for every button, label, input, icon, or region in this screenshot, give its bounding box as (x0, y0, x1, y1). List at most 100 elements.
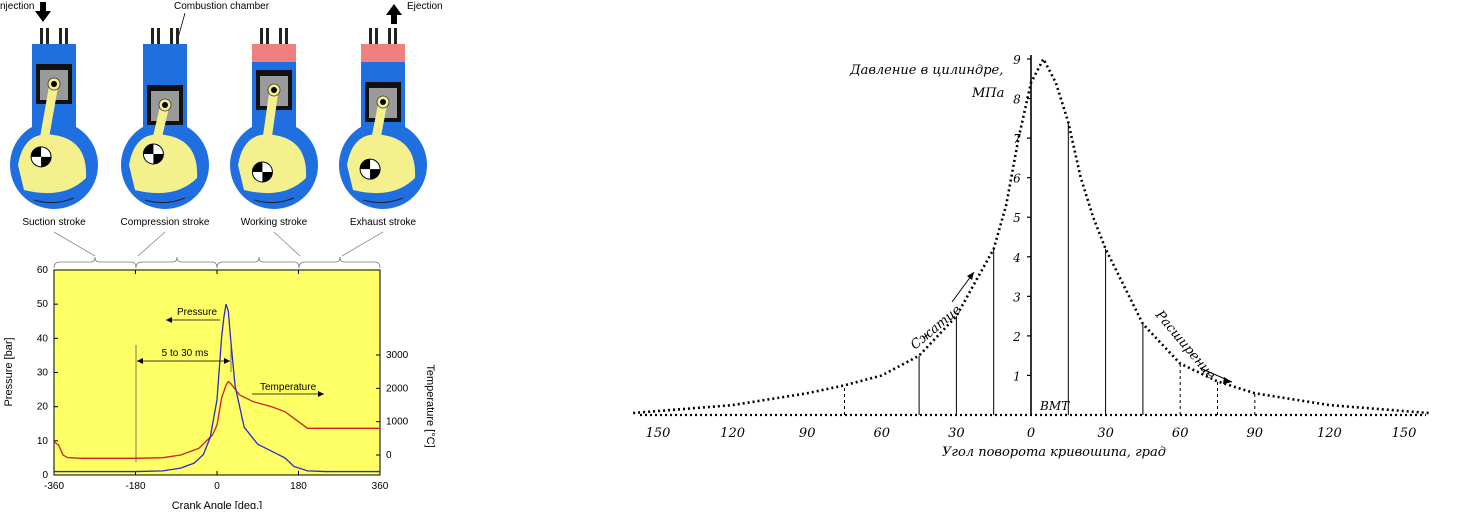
x-tick-label: 150 (646, 426, 671, 441)
y-tick-label: 3 (1013, 290, 1021, 304)
intake-valve (40, 28, 43, 44)
y-tick-label: 7 (1013, 132, 1021, 146)
ejection-label: Ejection (407, 1, 443, 12)
x-tick-label: 120 (720, 426, 745, 441)
rotation-arrow (144, 197, 186, 204)
exhaust-valve-2 (285, 28, 288, 44)
stroke-label-compression: Compression stroke (121, 217, 210, 228)
engine-cycle-figure: njection Combustion chamber Ejection Suc… (0, 0, 470, 512)
x-tick-label: 0 (214, 481, 220, 492)
intake-valve (369, 28, 372, 44)
tdc-label: ВМТ (1039, 399, 1070, 413)
x-tick-label: 60 (1172, 426, 1189, 441)
combustion-chamber-pointer (177, 12, 186, 39)
y2-axis-label: Temperature [°C] (424, 364, 436, 447)
y-tick-label: 1 (1013, 369, 1021, 383)
stroke-label-exhaust: Exhaust stroke (350, 217, 417, 228)
crank-web (347, 134, 416, 194)
y-axis-label-line2: МПа (971, 86, 1004, 101)
wrist-pin-center (51, 81, 57, 87)
duration-arrow-right-head (224, 358, 230, 364)
temperature-line (53, 380, 380, 459)
combustion-chamber (143, 44, 187, 62)
duration-arrow-left-head (137, 358, 143, 364)
x-tick-label: 60 (874, 426, 891, 441)
exhaust-valve (388, 28, 391, 44)
combustion-chamber (32, 44, 76, 62)
crank-pin-marker (360, 159, 381, 180)
rotation-arrow (362, 197, 404, 204)
engine-suction (10, 28, 98, 209)
x-tick-label: 30 (948, 426, 965, 441)
injection-arrow-icon (35, 2, 51, 22)
cylinder-pressure-svg: 1 2 3 4 5 6 7 8 9 150 120 90 60 30 0 30 60 90 120 150 Давле… (633, 53, 1429, 460)
x-tick-label: 360 (372, 481, 389, 492)
y-tick-label: 6 (1013, 172, 1021, 186)
y-axis-label: Pressure [bar] (3, 337, 15, 406)
cylinder-pressure-diagram: 1 2 3 4 5 6 7 8 9 150 120 90 60 30 0 30 60 90 120 150 Давле… (620, 0, 1457, 509)
y-tick-label: 5 (1013, 211, 1021, 225)
x-tick-label: 120 (1317, 426, 1342, 441)
x-tick-label: 30 (1097, 426, 1114, 441)
combustion-chamber (252, 44, 296, 62)
stroke-connectors (53, 231, 384, 257)
exhaust-valve (59, 28, 62, 44)
temperature-annotation: Temperature (260, 382, 317, 393)
pressure-annotation: Pressure (177, 307, 217, 318)
x-tick-label: 90 (799, 426, 816, 441)
stroke-label-suction: Suction stroke (22, 217, 86, 228)
crank-pin-marker (252, 162, 273, 182)
duration-label: 5 to 30 ms (162, 348, 209, 359)
exhaust-valve-2 (176, 28, 179, 44)
intake-valve (151, 28, 154, 44)
intake-valve (260, 28, 263, 44)
rotation-arrow (253, 197, 295, 204)
y-tick-label: 9 (1013, 53, 1021, 67)
y-tick-label: 50 (37, 299, 49, 310)
y2-tick-label: 0 (386, 450, 392, 461)
connecting-rod (36, 79, 59, 162)
exhaust-valve (170, 28, 173, 44)
y-tick-label: 2 (1012, 330, 1021, 344)
intake-valve-2 (157, 28, 160, 44)
y2-tick-label: 3000 (386, 350, 409, 361)
wrist-pin-center (380, 99, 386, 105)
expansion-arrow-head (1223, 377, 1232, 384)
x-tick-label: -360 (44, 481, 64, 492)
rotation-arrow (33, 197, 75, 204)
ejection-arrow-icon (386, 4, 402, 24)
y-tick-label: 30 (37, 368, 49, 379)
wrist-pin-center (162, 102, 168, 108)
engine-exhaust (339, 28, 427, 209)
temperature-arrow-head (318, 391, 324, 397)
combustion-chamber-label: Combustion chamber (174, 1, 270, 12)
y2-tick-label: 1000 (386, 417, 409, 428)
stroke-braces (53, 256, 381, 269)
x-tick-label: 0 (1027, 426, 1035, 441)
injection-label: njection (0, 1, 34, 12)
engine-compression (121, 28, 209, 209)
x-tick-label: 180 (290, 481, 307, 492)
exhaust-valve-2 (394, 28, 397, 44)
y-tick-label: 4 (1012, 251, 1021, 265)
crank-pin-marker (31, 146, 52, 167)
y-tick-label: 40 (37, 333, 49, 344)
y2-tick-label: 2000 (386, 383, 409, 394)
engine-working (230, 28, 318, 209)
connecting-rod (365, 97, 388, 174)
intake-valve-2 (46, 28, 49, 44)
y-tick-label: 20 (37, 402, 49, 413)
compression-arrow-head (967, 272, 974, 280)
x-axis-label: Crank Angle [deg.] (172, 500, 263, 509)
stroke-label-working: Working stroke (241, 217, 308, 228)
x-axis-label: Угол поворота кривошипа, град (942, 445, 1166, 460)
pressure-arrow-head (166, 317, 172, 323)
intake-valve-2 (375, 28, 378, 44)
connecting-rod (257, 85, 279, 177)
y-tick-label: 0 (42, 470, 48, 481)
y-tick-label: 10 (37, 436, 49, 447)
plot-area (53, 269, 381, 476)
y-tick-label: 60 (37, 265, 49, 276)
crank-pin-marker (143, 144, 164, 164)
exhaust-valve (279, 28, 282, 44)
